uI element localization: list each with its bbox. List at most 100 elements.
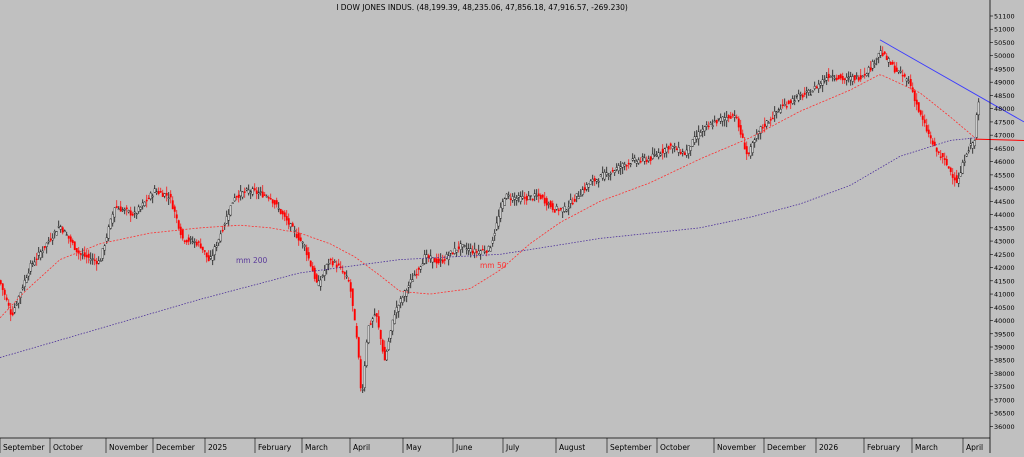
candle-body xyxy=(905,78,908,82)
candlestick xyxy=(619,161,622,175)
candlestick xyxy=(763,117,766,133)
candle-body xyxy=(807,90,810,93)
candlestick xyxy=(827,68,830,82)
candle-body xyxy=(795,95,798,97)
candlestick xyxy=(953,172,956,187)
candlestick xyxy=(185,239,188,245)
candle-body xyxy=(937,151,940,154)
candlestick xyxy=(687,145,690,159)
candlestick xyxy=(689,146,692,156)
candlestick xyxy=(589,179,592,185)
x-tick-label: April xyxy=(353,443,370,452)
candlestick xyxy=(817,79,820,93)
candle-body xyxy=(769,119,772,121)
candle-body xyxy=(583,187,586,191)
candle-body xyxy=(95,260,98,265)
candle-body xyxy=(949,167,952,173)
y-tick-label: 48000 xyxy=(994,105,1015,113)
candle-body xyxy=(689,146,692,151)
candle-body xyxy=(49,238,52,241)
x-tick-label: February xyxy=(258,443,292,452)
candlestick xyxy=(873,59,876,68)
candlestick xyxy=(369,320,372,326)
candlestick xyxy=(251,186,254,197)
candle-body xyxy=(107,226,110,239)
candlestick xyxy=(239,185,242,201)
candlestick xyxy=(695,130,698,143)
candlestick xyxy=(9,303,12,322)
candlestick xyxy=(89,252,92,265)
candle-body xyxy=(345,275,348,278)
y-tick-label: 38500 xyxy=(994,357,1015,365)
candlestick xyxy=(779,104,782,114)
candlestick xyxy=(57,220,60,229)
candle-body xyxy=(593,178,596,182)
candlestick xyxy=(323,265,326,281)
candle-body xyxy=(3,289,6,295)
candle-body xyxy=(135,213,138,215)
candlestick xyxy=(467,243,470,256)
candle-body xyxy=(683,152,686,156)
candlestick xyxy=(701,124,704,138)
candlestick xyxy=(665,143,668,158)
candlestick xyxy=(345,270,348,280)
candlestick xyxy=(835,74,838,82)
candle-body xyxy=(853,75,856,81)
candlestick xyxy=(157,187,160,196)
candle-body xyxy=(0,280,2,284)
candlestick xyxy=(247,184,250,196)
candle-body xyxy=(897,70,900,73)
candlestick xyxy=(269,193,272,200)
candle-body xyxy=(411,279,414,282)
candlestick xyxy=(749,143,752,159)
candle-body xyxy=(127,210,130,213)
candlestick xyxy=(19,291,22,305)
candlestick xyxy=(353,308,356,321)
candle-body xyxy=(101,248,104,259)
candle-body xyxy=(749,146,752,157)
candlestick xyxy=(409,273,412,289)
candle-body xyxy=(201,246,204,251)
candle-body xyxy=(259,191,262,193)
y-tick-label: 49000 xyxy=(994,79,1015,87)
candle-body xyxy=(713,120,716,123)
candlestick xyxy=(535,189,538,201)
candle-body xyxy=(739,125,742,135)
candlestick xyxy=(671,145,674,154)
candlestick xyxy=(41,246,44,258)
y-tick-label: 39500 xyxy=(994,330,1015,338)
candle-body xyxy=(289,223,292,228)
candlestick xyxy=(423,249,426,265)
lines-layer xyxy=(0,39,1024,358)
candle-body xyxy=(15,303,18,306)
candlestick xyxy=(959,166,962,177)
candle-body xyxy=(909,79,912,87)
candlestick xyxy=(325,263,328,275)
candlestick xyxy=(445,251,448,260)
candlestick xyxy=(459,240,462,256)
candlestick xyxy=(485,249,488,257)
candle-body xyxy=(355,325,358,338)
candlestick xyxy=(511,193,514,203)
candlestick xyxy=(937,150,940,155)
y-tick-label: 46000 xyxy=(994,158,1015,166)
candles-layer xyxy=(0,45,980,393)
candle-body xyxy=(311,265,314,272)
candlestick xyxy=(955,169,958,184)
candle-body xyxy=(801,94,804,98)
candlestick xyxy=(957,172,960,188)
candle-body xyxy=(529,195,532,197)
candlestick xyxy=(121,207,124,213)
candlestick xyxy=(841,72,844,84)
candlestick xyxy=(217,238,220,246)
candle-body xyxy=(823,79,826,82)
candle-body xyxy=(1,283,4,290)
candlestick xyxy=(745,141,748,160)
candlestick xyxy=(661,144,664,160)
candle-body xyxy=(849,76,852,81)
candle-body xyxy=(203,250,206,252)
candle-body xyxy=(943,158,946,160)
candlestick xyxy=(5,294,8,302)
candlestick xyxy=(705,121,708,131)
chart-title: I DOW JONES INDUS. (48,199.39, 48,235.06… xyxy=(336,3,628,12)
